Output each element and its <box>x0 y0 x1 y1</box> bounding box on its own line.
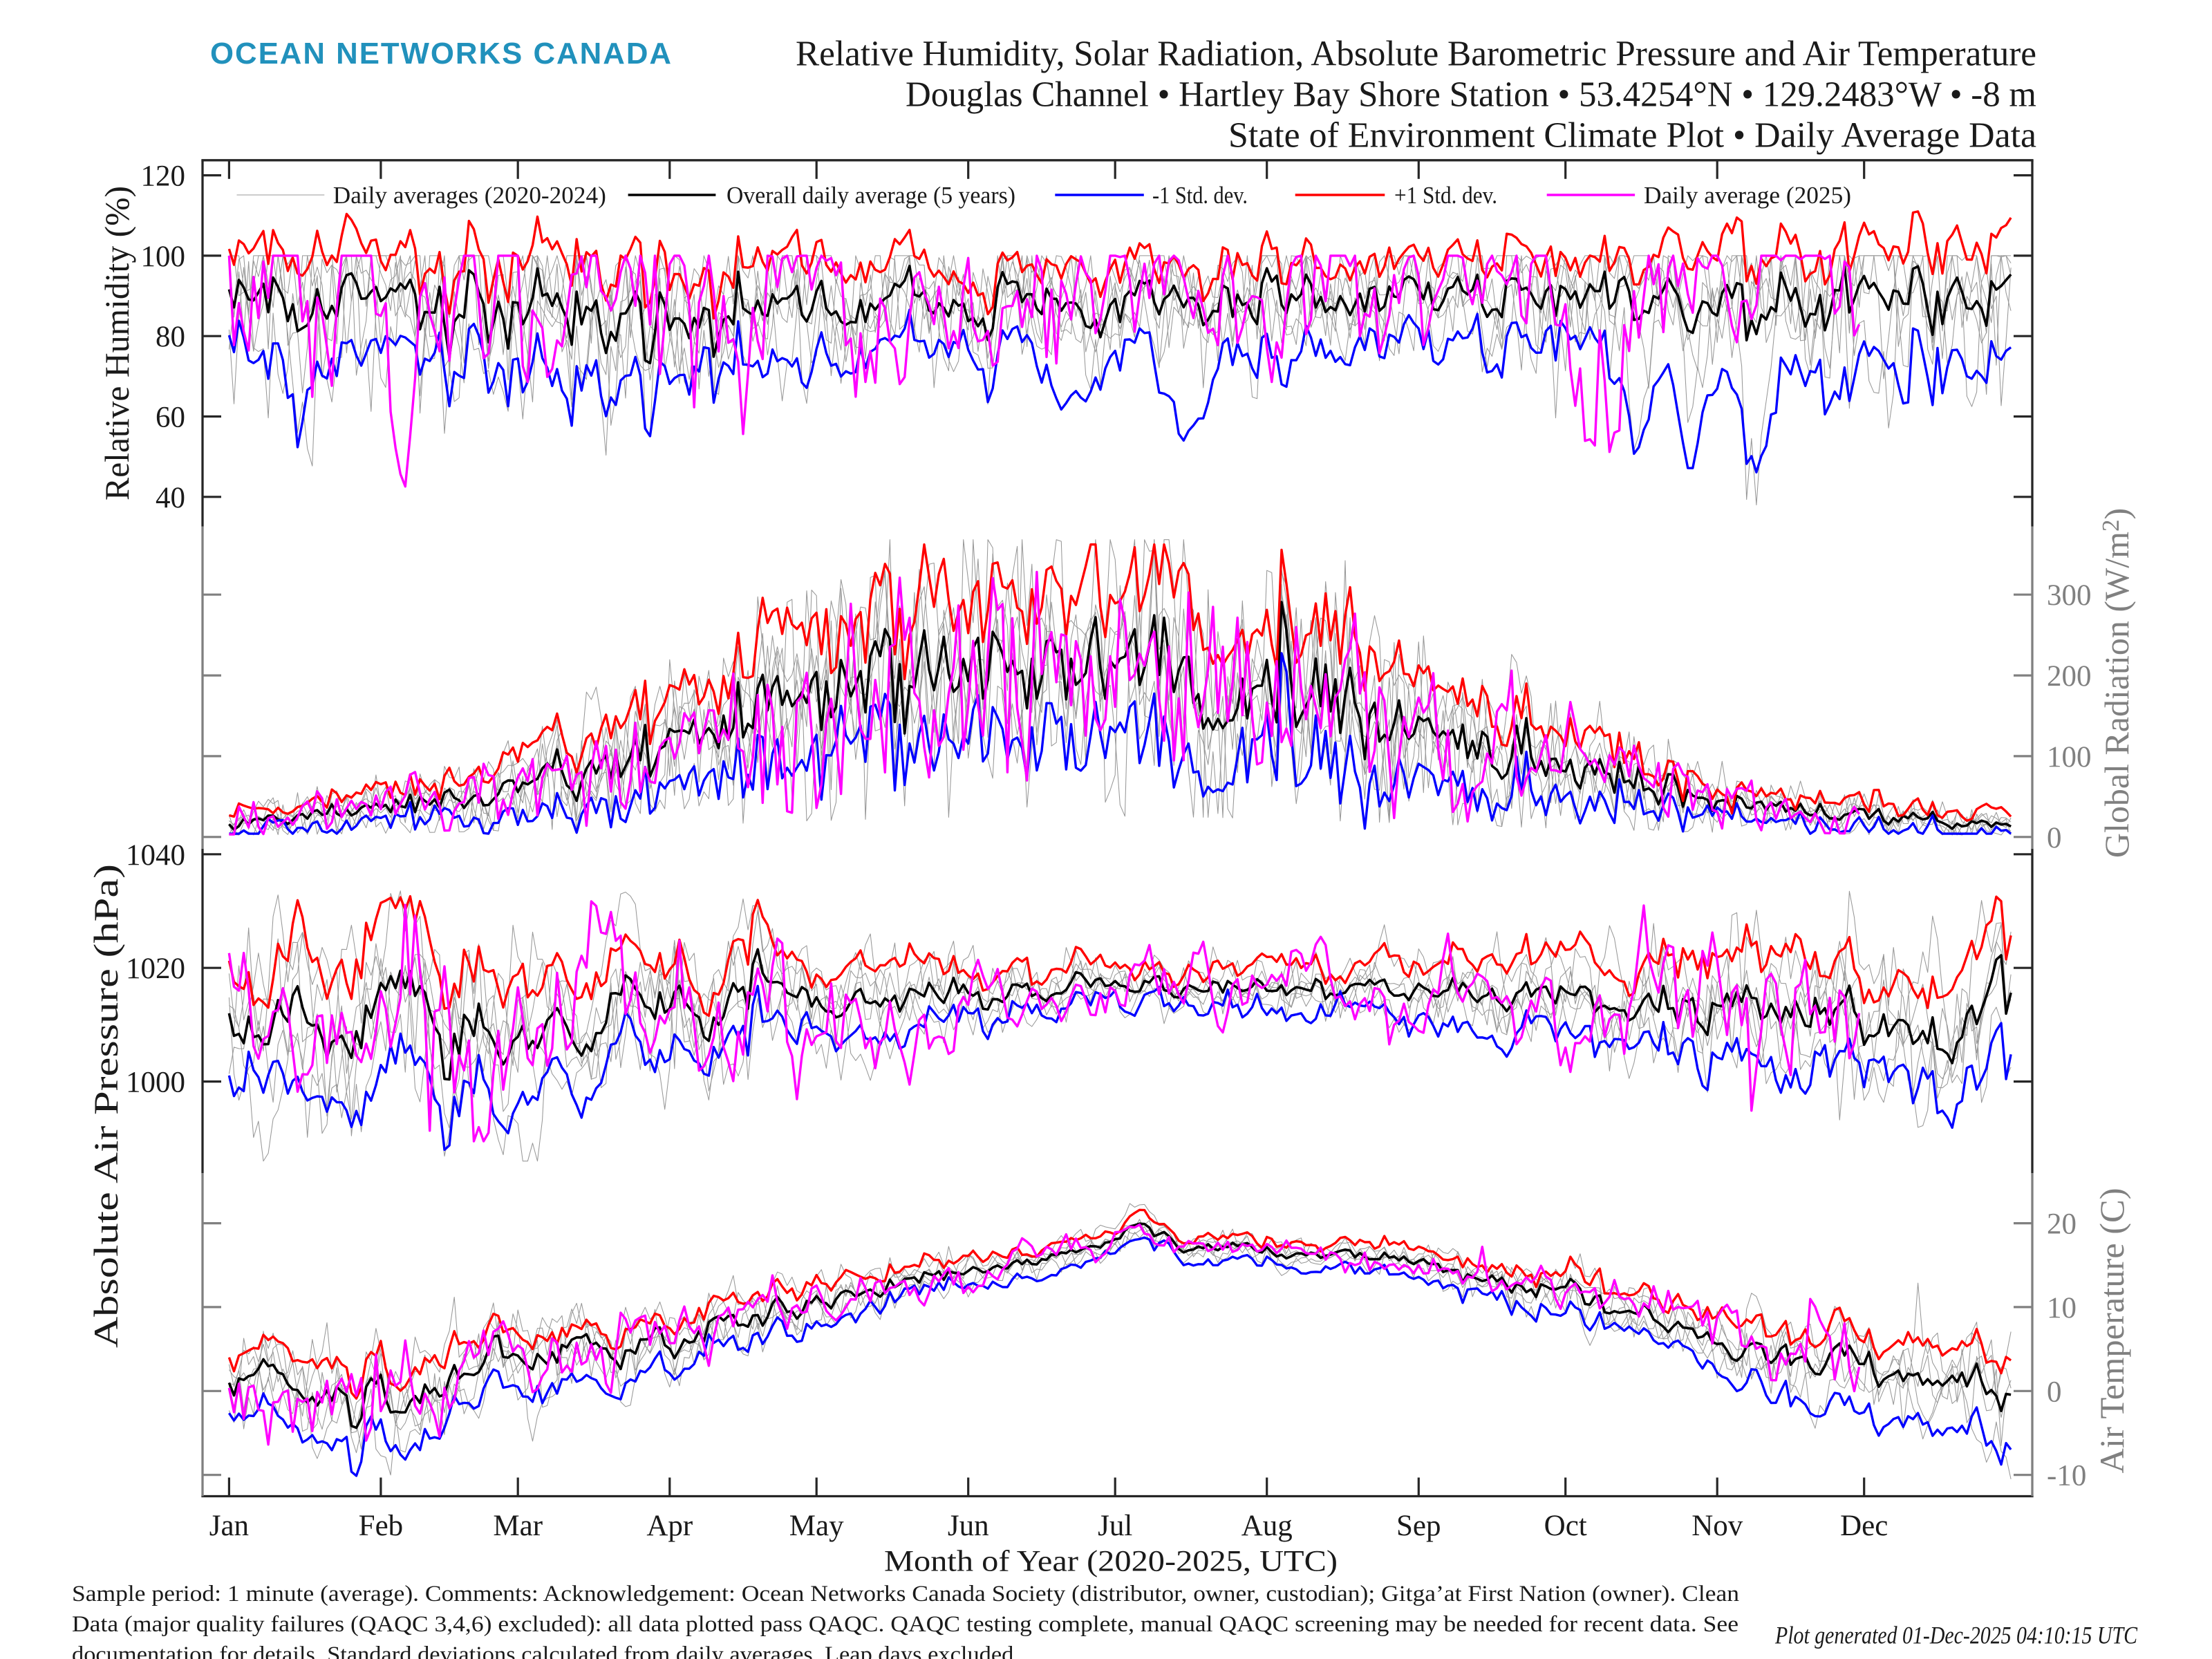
svg-text:+1 Std. dev.: +1 Std. dev. <box>1394 182 1497 209</box>
svg-text:May: May <box>789 1510 844 1542</box>
svg-text:Aug: Aug <box>1241 1510 1293 1542</box>
svg-text:Relative Humidity (%): Relative Humidity (%) <box>97 186 136 500</box>
svg-text:-1 Std. dev.: -1 Std. dev. <box>1152 182 1248 209</box>
svg-text:State of Environment Climate P: State of Environment Climate Plot • Dail… <box>1228 116 2036 156</box>
svg-text:Douglas Channel • Hartley Bay: Douglas Channel • Hartley Bay Shore Stat… <box>906 75 2036 115</box>
svg-text:Global Radiation (W/m2): Global Radiation (W/m2) <box>2097 508 2136 858</box>
svg-text:Jan: Jan <box>209 1510 249 1542</box>
svg-text:Oct: Oct <box>1544 1510 1587 1542</box>
svg-text:1020: 1020 <box>126 953 185 985</box>
svg-text:Feb: Feb <box>359 1510 404 1542</box>
svg-text:300: 300 <box>2047 579 2092 612</box>
svg-text:Sample period: 1 minute (avera: Sample period: 1 minute (average). Comme… <box>72 1582 1739 1606</box>
svg-text:0: 0 <box>2047 822 2062 854</box>
svg-text:Daily averages (2020-2024): Daily averages (2020-2024) <box>333 182 606 209</box>
svg-text:Relative Humidity, Solar Radia: Relative Humidity, Solar Radiation, Abso… <box>796 35 2036 74</box>
svg-text:Nov: Nov <box>1691 1510 1743 1542</box>
svg-text:1040: 1040 <box>126 839 185 872</box>
svg-text:100: 100 <box>2047 741 2092 774</box>
svg-text:Plot generated 01-Dec-2025 04:: Plot generated 01-Dec-2025 04:10:15 UTC <box>1774 1622 2138 1649</box>
svg-text:80: 80 <box>156 321 185 353</box>
svg-text:200: 200 <box>2047 660 2092 693</box>
svg-text:40: 40 <box>156 482 185 514</box>
svg-text:Overall daily average (5 years: Overall daily average (5 years) <box>727 182 1015 209</box>
svg-text:Jun: Jun <box>948 1510 989 1542</box>
svg-text:Jul: Jul <box>1098 1510 1132 1542</box>
svg-text:Mar: Mar <box>493 1510 543 1542</box>
svg-text:120: 120 <box>141 160 186 193</box>
svg-text:10: 10 <box>2047 1292 2077 1324</box>
svg-text:Apr: Apr <box>646 1510 693 1542</box>
svg-text:OCEAN NETWORKS CANADA: OCEAN NETWORKS CANADA <box>210 37 673 71</box>
svg-text:documentation for details. Sta: documentation for details. Standard devi… <box>72 1642 1020 1659</box>
svg-text:Daily average (2025): Daily average (2025) <box>1644 182 1851 209</box>
svg-text:Dec: Dec <box>1840 1510 1888 1542</box>
svg-text:-10: -10 <box>2047 1460 2086 1492</box>
svg-text:1000: 1000 <box>126 1067 185 1099</box>
svg-text:60: 60 <box>156 402 185 434</box>
svg-text:Data (major quality failures (: Data (major quality failures (QAQC 3,4,6… <box>72 1612 1738 1637</box>
svg-text:Sep: Sep <box>1396 1510 1441 1542</box>
svg-text:0: 0 <box>2047 1376 2062 1408</box>
svg-text:Month of Year (2020-2025, UTC): Month of Year (2020-2025, UTC) <box>884 1545 1338 1578</box>
svg-text:100: 100 <box>141 241 186 273</box>
svg-text:Air Temperature (C): Air Temperature (C) <box>2092 1188 2131 1474</box>
svg-text:20: 20 <box>2047 1208 2077 1241</box>
svg-text:Absolute Air Pressure (hPa): Absolute Air Pressure (hPa) <box>86 864 125 1348</box>
